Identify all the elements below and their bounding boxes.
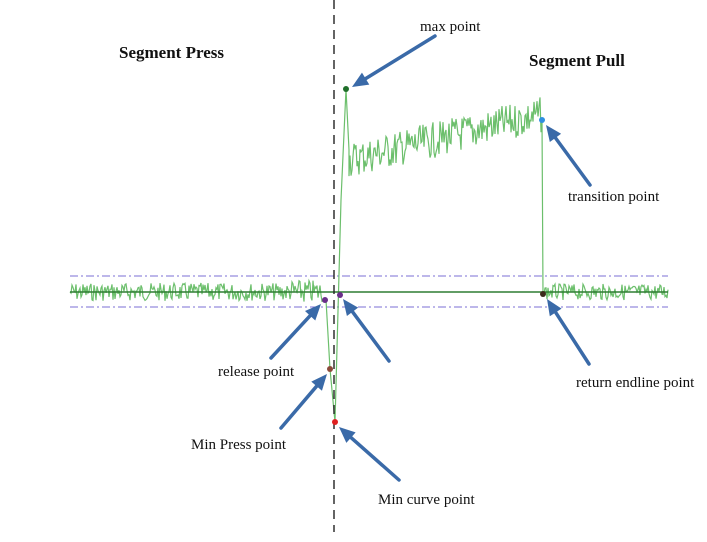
return-endline-point-arrow xyxy=(547,299,591,366)
signal-path xyxy=(69,88,669,423)
min-curve-point-arrow-shaft xyxy=(349,435,401,482)
min-curve-point-arrow-head xyxy=(339,427,356,443)
transition-point-arrow-shaft xyxy=(553,136,592,187)
min-press-point-label: Min Press point xyxy=(191,437,287,453)
segment-press-heading: Segment Press xyxy=(119,43,224,62)
signal-trace xyxy=(69,88,669,423)
max-point-arrow xyxy=(352,34,437,87)
transition-point-arrow-head xyxy=(546,125,562,143)
return-endline-point-arrow-shaft xyxy=(553,310,591,366)
transition-point-marker xyxy=(539,117,545,123)
min-curve-point-label: Min curve point xyxy=(378,492,475,508)
min-press-point-arrow-shaft xyxy=(279,384,319,430)
min-press-point-marker xyxy=(327,366,333,372)
min-curve-point-arrow xyxy=(339,427,401,482)
transition-point-arrow xyxy=(546,125,592,187)
release-point-label: release point xyxy=(218,364,295,380)
release-point-marker xyxy=(322,297,328,303)
segment-pull-heading: Segment Pull xyxy=(529,51,625,70)
release-secondary-arrow-head xyxy=(343,299,359,317)
return-endline-point-marker xyxy=(540,291,546,297)
annotation-arrows xyxy=(269,34,592,482)
return-endline-point-arrow-head xyxy=(547,299,562,317)
release-secondary-arrow xyxy=(343,299,391,363)
min-curve-point-marker xyxy=(332,419,338,425)
release-point-marker-secondary xyxy=(337,292,343,298)
max-point-marker xyxy=(343,86,349,92)
release-secondary-arrow-shaft xyxy=(350,310,391,363)
max-point-arrow-head xyxy=(352,72,370,87)
release-point-arrow xyxy=(269,304,321,360)
transition-point-label: transition point xyxy=(568,189,660,205)
max-point-label: max point xyxy=(420,19,481,35)
release-point-arrow-head xyxy=(304,304,321,321)
min-press-point-arrow-head xyxy=(311,374,327,391)
release-point-arrow-shaft xyxy=(269,313,312,360)
return-endline-point-label: return endline point xyxy=(576,375,695,391)
max-point-arrow-shaft xyxy=(363,34,437,81)
min-press-point-arrow xyxy=(279,374,327,430)
